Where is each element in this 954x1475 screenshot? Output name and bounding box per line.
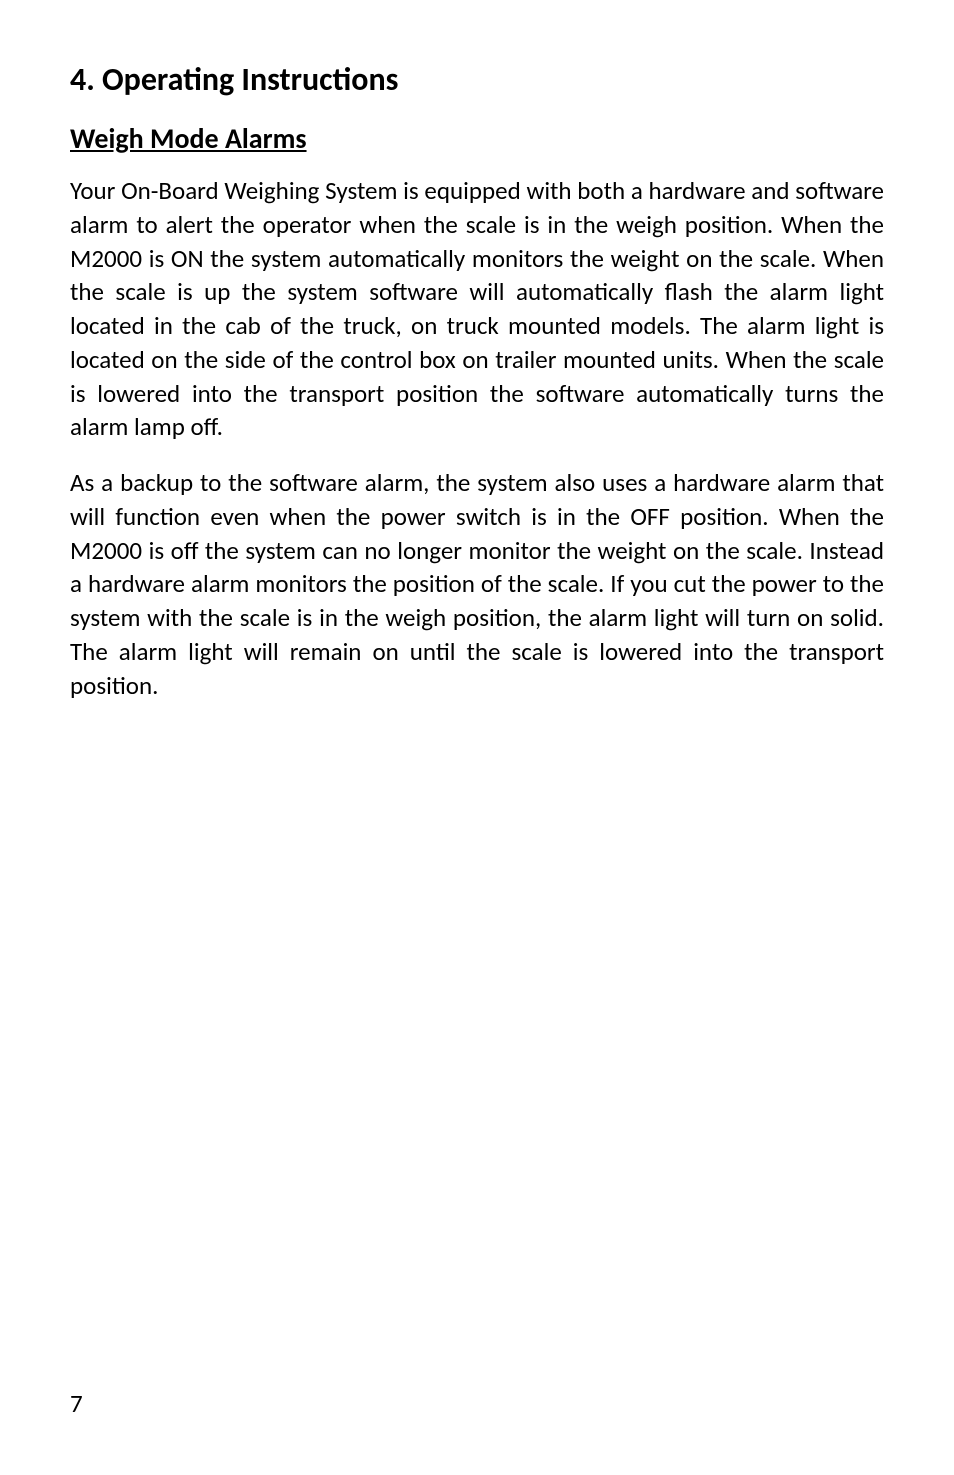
body-paragraph-1: Your On-Board Weighing System is equippe… (70, 174, 884, 444)
section-heading: 4. Operating Instructions (70, 60, 884, 99)
page-number: 7 (70, 1388, 83, 1419)
document-page: 4. Operating Instructions Weigh Mode Ala… (0, 0, 954, 1475)
sub-heading: Weigh Mode Alarms (70, 121, 884, 156)
body-paragraph-2: As a backup to the software alarm, the s… (70, 466, 884, 702)
